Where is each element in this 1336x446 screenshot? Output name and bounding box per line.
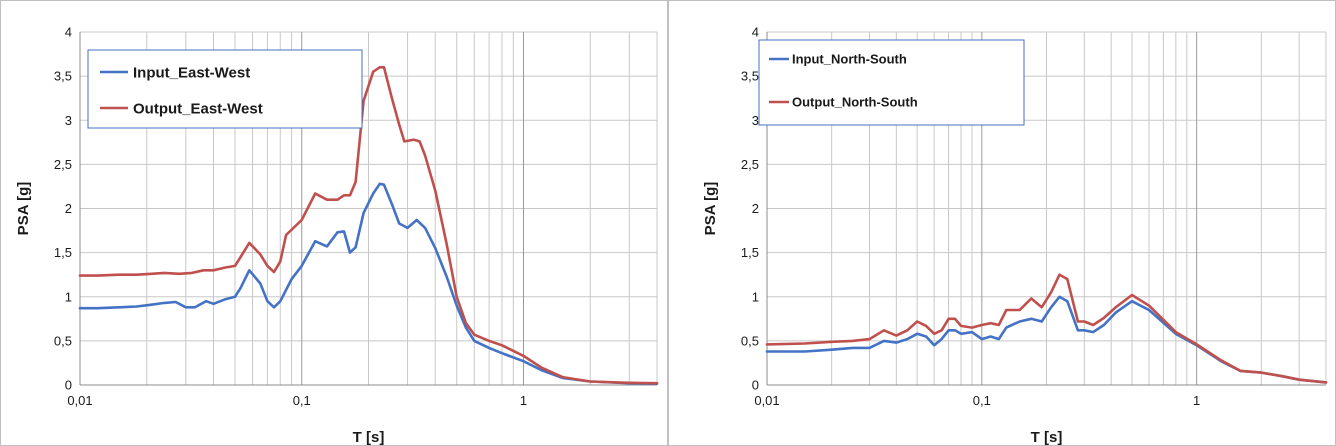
- series-line-input_east-west: [78, 182, 659, 386]
- y-tick-label: 2: [752, 201, 759, 216]
- y-tick-label: 0: [752, 378, 759, 393]
- y-tick-label: 4: [752, 25, 759, 40]
- y-tick-label: 1: [752, 289, 759, 304]
- y-tick-label: 0: [65, 378, 72, 393]
- y-tick-label: 1,5: [741, 245, 759, 260]
- x-axis-title: T [s]: [353, 429, 385, 446]
- chart-north-south: 0 0,5 1 1,5 2 2,5 3 3,5 4 0,01 0,1 1 T [s] PSA [g] Inp…: [668, 0, 1336, 446]
- x-tick-label: 0,1: [973, 393, 991, 408]
- legend-label: Input_East-West: [133, 64, 250, 81]
- y-axis-title: PSA [g]: [15, 182, 32, 236]
- y-tick-label: 2,5: [741, 157, 759, 172]
- y-tick-label: 3: [752, 113, 759, 128]
- x-tick-label: 1: [1193, 393, 1200, 408]
- legend: Input_North-South Output_North-South: [758, 39, 1025, 126]
- y-tick-label: 1: [65, 289, 72, 304]
- y-tick-label: 0,5: [741, 333, 759, 348]
- legend-label: Output_East-West: [133, 100, 263, 117]
- series-line-output_east-west: [78, 66, 659, 385]
- y-tick-label: 2: [65, 201, 72, 216]
- chart-east-west-svg: 0 0,5 1 1,5 2 2,5 3 3,5 4 0,01 0,1 1 T [s] PSA [g] Inp…: [0, 0, 668, 446]
- legend-label: Output_North-South: [792, 95, 918, 110]
- y-tick-label: 3,5: [54, 69, 72, 84]
- x-axis-title: T [s]: [1031, 429, 1063, 446]
- legend-box: [87, 49, 363, 129]
- y-tick-label: 3,5: [741, 69, 759, 84]
- y-tick-label: 1,5: [54, 245, 72, 260]
- y-tick-label: 2,5: [54, 157, 72, 172]
- legend-label: Input_North-South: [792, 52, 907, 67]
- x-tick-label: 0,01: [754, 393, 779, 408]
- x-tick-label: 0,1: [293, 393, 311, 408]
- y-axis-title: PSA [g]: [702, 182, 719, 236]
- x-tick-label: 0,01: [67, 393, 92, 408]
- y-tick-label: 0,5: [54, 333, 72, 348]
- y-tick-label: 4: [65, 25, 72, 40]
- chart-north-south-svg: 0 0,5 1 1,5 2 2,5 3 3,5 4 0,01 0,1 1 T [s] PSA [g] Inp…: [668, 0, 1336, 446]
- legend-box: [758, 39, 1025, 126]
- y-tick-label: 3: [65, 113, 72, 128]
- chart-east-west: 0 0,5 1 1,5 2 2,5 3 3,5 4 0,01 0,1 1 T [s] PSA [g] Inp…: [0, 0, 668, 446]
- series-line-output_north-south: [765, 273, 1328, 384]
- legend: Input_East-West Output_East-West: [87, 49, 363, 129]
- x-tick-label: 1: [520, 393, 527, 408]
